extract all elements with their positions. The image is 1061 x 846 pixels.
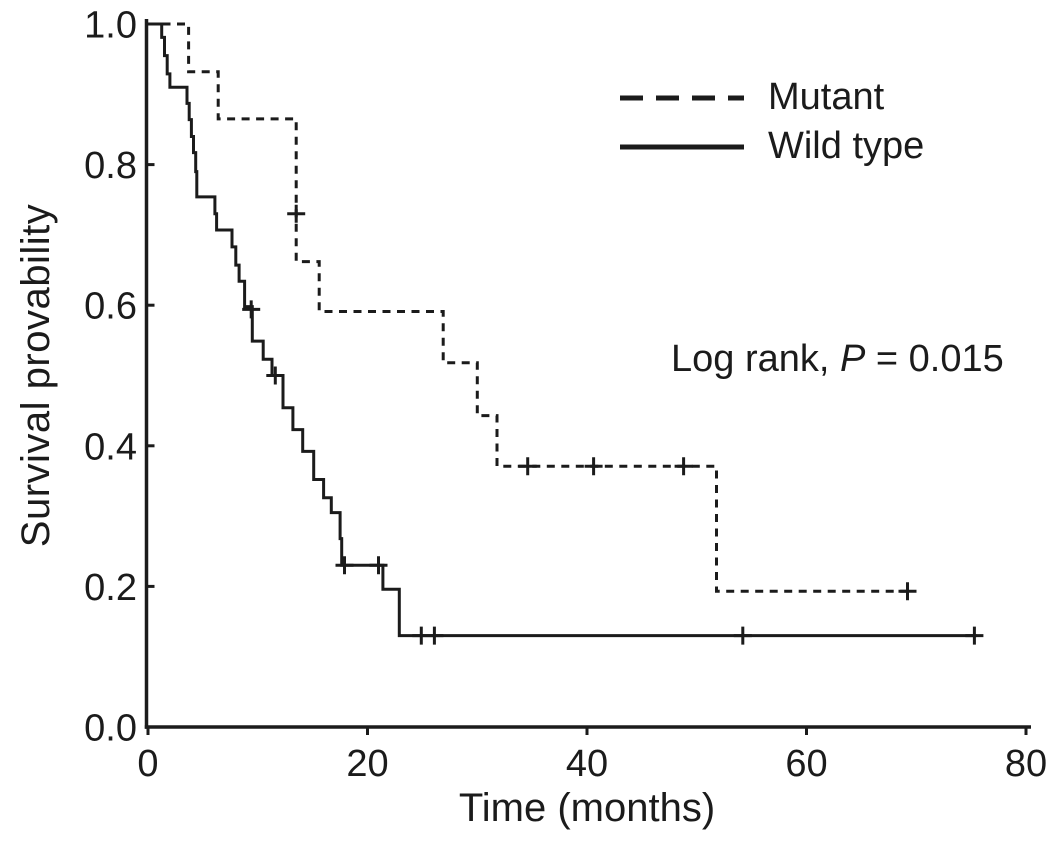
annotation-value: = 0.015 [865,338,1004,380]
y-tick-label: 0.6 [84,286,137,328]
x-tick-label: 0 [137,743,158,785]
annotation-prefix: Log rank, [671,338,840,380]
legend: Mutant Wild type [618,73,924,171]
censor-marks-mutant [287,204,917,601]
annotation-p-symbol: P [840,338,866,380]
y-tick-label: 0.0 [84,708,137,750]
series-wild-type-curve [148,22,977,638]
y-tick-label: 0.8 [84,145,137,187]
x-axis-title: Time (months) [458,786,716,830]
x-tick-label: 20 [346,743,388,785]
censor-marks-wild-type [242,300,984,645]
log-rank-annotation: Log rank, P = 0.015 [671,338,1004,381]
legend-item-mutant: Mutant [618,73,924,122]
y-tick-label: 1.0 [84,5,137,47]
y-tick-label: 0.2 [84,567,137,609]
legend-label-mutant: Mutant [768,76,885,118]
legend-dashed-line-icon [620,95,744,100]
legend-item-wild-type: Wild type [618,122,924,171]
x-tick-label: 40 [566,743,608,785]
legend-solid-line-icon [620,144,744,149]
legend-label-wild-type: Wild type [768,125,925,167]
y-tick-label: 0.4 [84,426,137,468]
x-tick-label: 60 [785,743,827,785]
x-tick-label: 80 [1005,743,1047,785]
